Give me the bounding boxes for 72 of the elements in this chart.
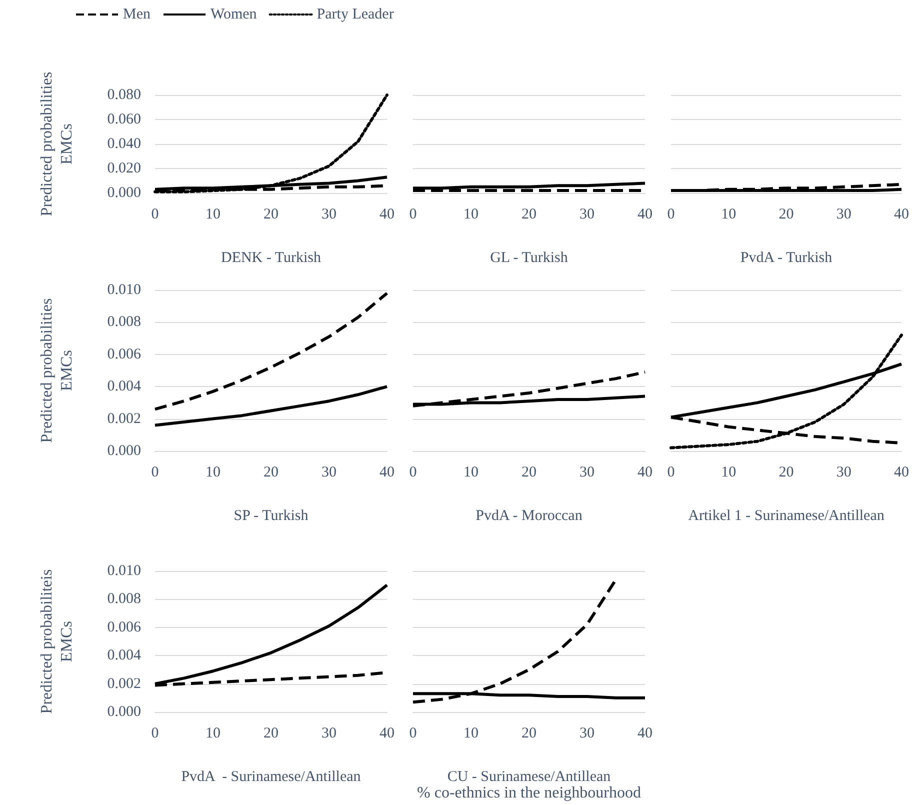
x-tick-label: 10 xyxy=(206,206,220,222)
x-axis-title: PvdA - Moroccan xyxy=(476,508,583,524)
x-tick-label: 40 xyxy=(894,464,909,480)
text: % co-ethnics in the neighbourhood xyxy=(417,784,641,802)
x-tick-label: 30 xyxy=(836,464,852,480)
x-axis-title: PvdA - Turkish xyxy=(740,250,833,266)
x-tick-label: 30 xyxy=(322,464,336,480)
x-tick-label: 20 xyxy=(778,206,794,222)
x-tick-label: 0 xyxy=(409,464,417,480)
y-tick-label: 0.010 xyxy=(107,563,141,579)
x-tick-label: 30 xyxy=(580,726,594,742)
y-tick-label: 0.000 xyxy=(107,704,141,720)
y-tick-label: 0.002 xyxy=(107,410,141,427)
x-tick-label: 0 xyxy=(409,206,417,222)
x-tick-label: 40 xyxy=(638,206,652,222)
x-tick-label: 20 xyxy=(522,464,536,480)
legend-label: Men xyxy=(123,6,151,22)
x-tick-label: 30 xyxy=(836,206,852,222)
x-tick-label: 0 xyxy=(667,206,675,222)
x-tick-label: 40 xyxy=(894,206,909,222)
x-tick-label: 10 xyxy=(721,206,736,222)
x-tick-label: 30 xyxy=(322,206,336,222)
x-tick-label: 40 xyxy=(638,464,652,480)
x-tick-label: 0 xyxy=(151,726,159,742)
x-tick-label: 40 xyxy=(380,464,394,480)
x-tick-label: 0 xyxy=(151,206,159,222)
x-tick-label: 0 xyxy=(151,464,159,480)
x-tick-label: 10 xyxy=(464,464,478,480)
x-tick-label: 40 xyxy=(380,726,394,742)
y-tick-label: 0.000 xyxy=(107,443,141,459)
y-tick-label: 0.020 xyxy=(107,160,141,176)
y-tick-label: 0.008 xyxy=(107,314,141,330)
legend-label: Party Leader xyxy=(316,6,394,22)
x-tick-label: 30 xyxy=(322,726,336,742)
x-tick-label: 10 xyxy=(721,464,736,480)
x-axis-title: GL - Turkish xyxy=(490,250,568,266)
x-axis-title: CU - Surinamese/Antillean xyxy=(447,769,612,785)
x-tick-label: 10 xyxy=(206,464,220,480)
y-tick-label: 0.004 xyxy=(107,378,142,395)
x-tick-label: 20 xyxy=(522,206,536,222)
y-tick-label: 0.000 xyxy=(107,185,141,201)
x-axis-title: Artikel 1 - Surinamese/Antillean xyxy=(688,508,885,524)
x-tick-label: 20 xyxy=(264,464,278,480)
y-tick-label: 0.080 xyxy=(107,87,141,103)
y-tick-label: 0.002 xyxy=(107,676,141,692)
x-tick-label: 20 xyxy=(264,206,278,222)
x-axis-title: DENK - Turkish xyxy=(220,250,322,266)
x-tick-label: 10 xyxy=(464,726,478,742)
x-tick-label: 0 xyxy=(409,726,417,742)
y-tick-label: 0.006 xyxy=(107,346,142,362)
y-axis-title: Predicted probabilities EMCs xyxy=(38,72,76,216)
x-axis-title: PvdA - Surinamese/Antillean xyxy=(181,769,362,785)
x-tick-label: 30 xyxy=(580,206,594,222)
y-tick-label: 0.004 xyxy=(107,648,142,664)
y-tick-label: 0.008 xyxy=(107,591,141,608)
y-axis-title: Predicted probabiliteis EMCs xyxy=(38,569,76,714)
x-tick-label: 30 xyxy=(580,464,594,480)
y-tick-label: 0.006 xyxy=(107,619,142,636)
y-tick-label: 0.040 xyxy=(107,136,141,152)
x-tick-label: 20 xyxy=(778,464,794,480)
y-axis-title: Predicted probabilities EMCs xyxy=(38,298,76,443)
x-tick-label: 40 xyxy=(638,726,652,742)
x-tick-label: 20 xyxy=(522,726,536,742)
x-tick-label: 10 xyxy=(464,206,478,222)
y-tick-label: 0.010 xyxy=(107,282,141,298)
legend-label: Women xyxy=(210,6,258,22)
y-tick-label: 0.060 xyxy=(107,112,141,128)
x-tick-label: 10 xyxy=(206,726,220,742)
x-tick-label: 20 xyxy=(264,726,278,742)
x-tick-label: 40 xyxy=(380,206,394,222)
x-tick-label: 0 xyxy=(667,464,675,480)
x-axis-title: SP - Turkish xyxy=(234,508,309,524)
